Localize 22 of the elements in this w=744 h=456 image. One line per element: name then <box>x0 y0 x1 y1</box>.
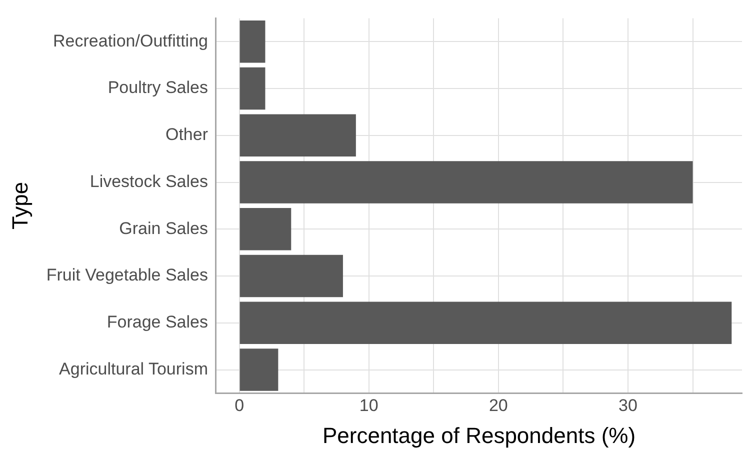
bar <box>240 114 356 156</box>
x-tick-label: 30 <box>618 396 638 416</box>
bar <box>240 208 292 250</box>
bar <box>240 302 732 344</box>
x-axis-title: Percentage of Respondents (%) <box>322 422 636 448</box>
bar <box>240 348 278 391</box>
y-tick-label: Recreation/Outfitting <box>53 31 208 50</box>
bar <box>240 67 266 110</box>
bar <box>240 254 343 298</box>
y-tick-label: Grain Sales <box>119 218 208 238</box>
bar <box>240 20 266 63</box>
y-tick-label: Forage Sales <box>106 312 208 332</box>
x-tick-label: 10 <box>359 396 378 416</box>
bar <box>240 161 693 204</box>
y-tick-label: Agricultural Tourism <box>59 359 208 378</box>
y-tick-label: Poultry Sales <box>108 78 208 98</box>
y-axis-title: Type <box>7 182 32 230</box>
y-tick-label: Other <box>165 125 208 144</box>
y-tick-label: Livestock Sales <box>90 172 208 191</box>
x-tick-label: 20 <box>488 396 508 416</box>
y-tick-label: Fruit Vegetable Sales <box>46 266 208 285</box>
x-tick-label: 0 <box>234 396 244 416</box>
